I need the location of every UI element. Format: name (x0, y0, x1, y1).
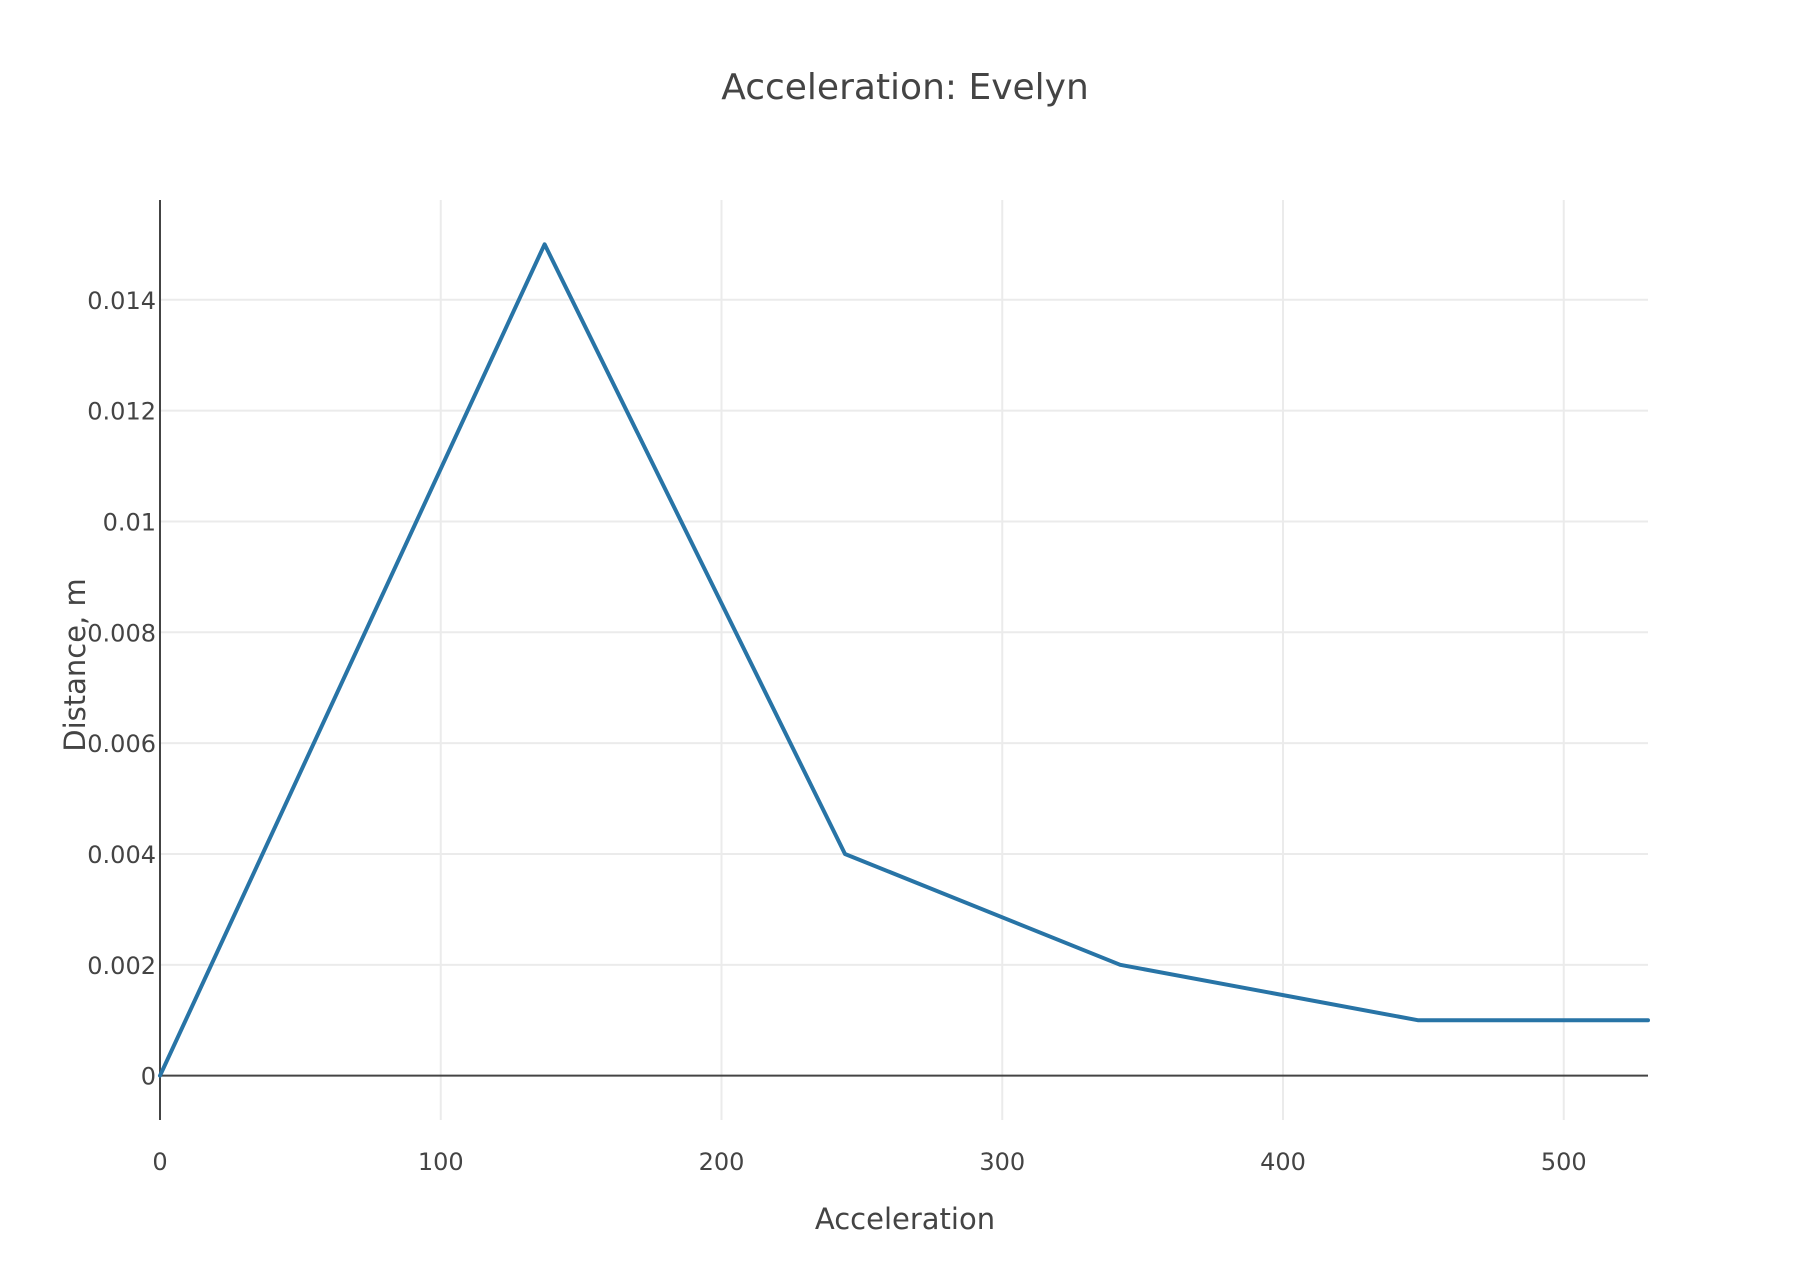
x-tick-label: 500 (1541, 1148, 1587, 1176)
y-tick-label: 0 (141, 1063, 156, 1091)
series-line (158, 242, 1650, 1078)
y-tick-label: 0.002 (87, 952, 156, 980)
y-tick-label: 0.004 (87, 841, 156, 869)
y-tick-label: 0.008 (87, 619, 156, 647)
series-layer (158, 242, 1650, 1078)
tick-labels: 0 100 200 300 400 500 0 0.002 0.004 0.006 0.008 0.0… (87, 287, 1586, 1176)
axes (159, 200, 1648, 1120)
x-tick-label: 400 (1260, 1148, 1306, 1176)
x-tick-label: 100 (418, 1148, 464, 1176)
y-tick-label: 0.012 (87, 398, 156, 426)
y-tick-label: 0.01 (103, 508, 156, 536)
y-tick-label: 0.006 (87, 730, 156, 758)
grid (160, 200, 1648, 1120)
x-axis-title: Acceleration (815, 1202, 995, 1236)
y-axis-title: Distance, m (58, 578, 92, 752)
x-tick-label: 0 (152, 1148, 167, 1176)
x-tick-label: 200 (699, 1148, 745, 1176)
chart-title: Acceleration: Evelyn (721, 67, 1089, 108)
x-tick-label: 300 (979, 1148, 1025, 1176)
y-tick-label: 0.014 (87, 287, 156, 315)
